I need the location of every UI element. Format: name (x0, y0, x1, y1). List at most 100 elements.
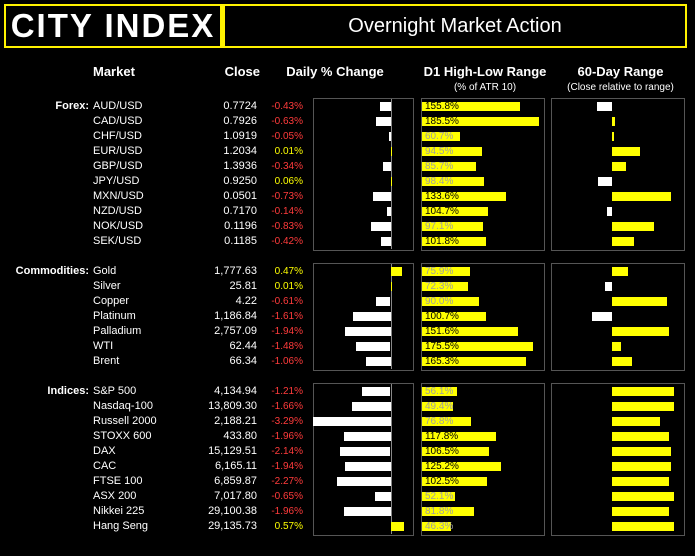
close-value: 0.9250 (223, 175, 257, 187)
d1-range-label: 72.3% (425, 281, 454, 292)
group-label: Indices: (47, 385, 89, 397)
d1-range-bar (422, 522, 452, 531)
range60-bar (612, 357, 632, 366)
daily-change-label: 0.47% (274, 266, 303, 277)
daily-change-bar (375, 492, 391, 501)
daily-change-bar (375, 117, 391, 126)
range60-bar (612, 342, 622, 351)
range60-bar (604, 282, 612, 291)
close-value: 1,777.63 (214, 265, 257, 277)
market-name: SEK/USD (93, 235, 142, 247)
close-value: 29,135.73 (208, 520, 257, 532)
market-name: JPY/USD (93, 175, 140, 187)
d1-range-bar (422, 447, 490, 456)
daily-change-label: -2.27% (271, 476, 303, 487)
range60-bar (597, 102, 612, 111)
d1-range-label: 133.6% (425, 191, 459, 202)
d1-range-bar (422, 147, 482, 156)
d1-range-bar (422, 492, 455, 501)
col-header-d1-range: D1 High-Low Range (423, 64, 547, 79)
daily-change-label: 0.01% (274, 281, 303, 292)
close-value: 1.0919 (223, 130, 257, 142)
close-value: 6,859.87 (214, 475, 257, 487)
range60-bar (612, 447, 671, 456)
range60-bar (612, 507, 670, 516)
page-title: Overnight Market Action (225, 6, 685, 46)
daily-change-bar (390, 282, 392, 291)
d1-range-bar (422, 207, 489, 216)
d1-range-label: 175.5% (425, 341, 459, 352)
close-value: 1.2034 (223, 145, 257, 157)
daily-change-label: -0.05% (271, 131, 303, 142)
close-value: 7,017.80 (214, 490, 257, 502)
d1-range-label: 75.9% (425, 266, 454, 277)
d1-range-bar (422, 162, 477, 171)
daily-change-label: -0.14% (271, 206, 303, 217)
d1-range-label: 90.0% (425, 296, 454, 307)
daily-change-bar (344, 432, 391, 441)
daily-change-zero-line (391, 264, 392, 369)
d1-range-bar (422, 342, 533, 351)
market-name: Nasdaq-100 (93, 400, 153, 412)
d1-range-label: 81.8% (425, 506, 454, 517)
range60-bar (612, 162, 626, 171)
close-value: 4.22 (235, 295, 257, 307)
col-header-market: Market (93, 64, 135, 79)
daily-change-bar (373, 192, 391, 201)
market-name: FTSE 100 (93, 475, 143, 487)
d1-range-label: 100.7% (425, 311, 459, 322)
d1-range-label: 60.7% (425, 131, 454, 142)
market-name: CAC (93, 460, 117, 472)
market-name: MXN/USD (93, 190, 144, 202)
market-name: DAX (93, 445, 116, 457)
d1-range-bar (422, 432, 497, 441)
market-name: Brent (93, 355, 120, 367)
d1-range-panel (421, 98, 545, 251)
market-name: EUR/USD (93, 145, 143, 157)
market-name: CAD/USD (93, 115, 143, 127)
range60-bar (612, 237, 634, 246)
daily-change-label: -0.73% (271, 191, 303, 202)
range60-bar (612, 492, 674, 501)
daily-change-bar (344, 327, 391, 336)
daily-change-bar (390, 522, 404, 531)
d1-range-panel (421, 263, 545, 371)
d1-range-bar (422, 177, 485, 186)
daily-change-bar (380, 237, 391, 246)
d1-range-label: 117.8% (425, 431, 459, 442)
d1-range-bar (422, 417, 471, 426)
d1-range-bar (422, 357, 527, 366)
daily-change-bar (380, 102, 391, 111)
d1-range-bar (422, 132, 461, 141)
market-name: Copper (93, 295, 130, 307)
range60-bar (612, 387, 674, 396)
range60-panel (551, 98, 685, 251)
d1-range-label: 49.4% (425, 401, 454, 412)
daily-change-bar (390, 177, 392, 186)
d1-range-panel (421, 383, 545, 536)
daily-change-label: -1.96% (271, 506, 303, 517)
close-value: 1,186.84 (214, 310, 257, 322)
market-name: AUD/USD (93, 100, 143, 112)
daily-change-label: -1.06% (271, 356, 303, 367)
close-value: 66.34 (229, 355, 257, 367)
range60-bar (612, 522, 674, 531)
range60-bar (612, 402, 674, 411)
group-label: Forex: (55, 100, 89, 112)
daily-change-label: -1.94% (271, 326, 303, 337)
d1-range-label: 155.8% (425, 101, 459, 112)
close-value: 2,188.21 (214, 415, 257, 427)
daily-change-bar (390, 267, 402, 276)
d1-range-label: 125.2% (425, 461, 459, 472)
daily-change-label: 0.06% (274, 176, 303, 187)
range60-bar (612, 267, 628, 276)
d1-range-label: 106.5% (425, 446, 459, 457)
market-name: STOXX 600 (93, 430, 152, 442)
daily-change-bar (344, 462, 391, 471)
daily-change-panel (313, 263, 414, 371)
market-name: ASX 200 (93, 490, 137, 502)
daily-change-bar (351, 402, 391, 411)
col-header-daily-change: Daily % Change (286, 64, 384, 79)
group-label: Commodities: (15, 265, 89, 277)
close-value: 13,809.30 (208, 400, 257, 412)
